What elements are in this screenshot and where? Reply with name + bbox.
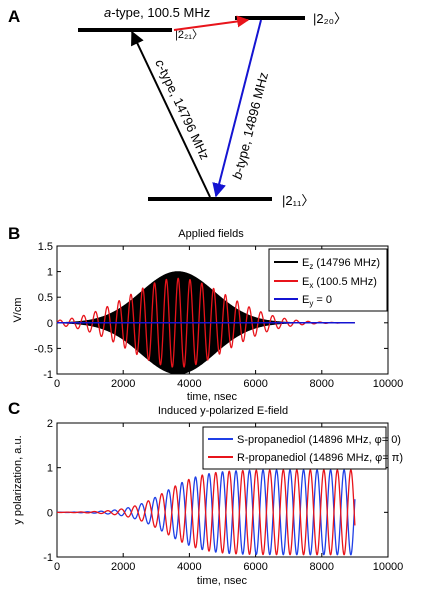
- level-label-upper-left: |2₂₁〉: [175, 28, 203, 41]
- chart-b-legend-item: Ey = 0: [274, 294, 332, 308]
- c-type-arrow: [131, 30, 211, 198]
- chart-c-y-tick-label: 2: [47, 418, 53, 430]
- panel-c: C Induced y-polarized E-field 0 2000 4000 6…: [8, 399, 403, 587]
- chart-b-x-tick-label: 2000: [111, 378, 135, 390]
- chart-c-legend-item: S-propanediol (14896 MHz, φ= 0): [208, 434, 401, 446]
- series-s-propanediol: [56, 469, 356, 556]
- chart-c-x-tick-label: 8000: [310, 561, 334, 573]
- level-label-lower: |2₁₁〉: [282, 193, 314, 208]
- chart-c-legend-item: R-propanediol (14896 MHz, φ= π): [208, 452, 403, 464]
- chart-c-y-tick-label: -1: [43, 552, 53, 564]
- chart-b-legend: Ez (14796 MHz) Ex (100.5 MHz) Ey = 0: [268, 248, 388, 312]
- legend-label-s: S-propanediol (14896 MHz, φ= 0): [237, 434, 401, 446]
- panel-b-label: B: [8, 224, 20, 243]
- chart-c-xlabel: time, nsec: [197, 575, 248, 587]
- chart-b-y-tick-label: -1: [43, 369, 53, 381]
- chart-c-x-tick-label: 4000: [177, 561, 201, 573]
- chart-b-y-tick-label: 0: [47, 318, 53, 330]
- chart-b-x-tick-label: 6000: [243, 378, 267, 390]
- b-type-label: b-type, 14896 MHz: [229, 71, 271, 181]
- chart-c-ylabel: y polarization, a.u.: [12, 435, 24, 524]
- chart-b: 0 2000 4000 6000 8000 10000 -1 -0.5 0 0.5 1 1.5: [34, 241, 403, 390]
- legend-label-ex: Ex (100.5 MHz): [302, 276, 377, 290]
- chart-b-y-tick-label: -0.5: [34, 343, 53, 355]
- series-r-propanediol: [56, 469, 356, 556]
- chart-b-x-tick-label: 10000: [373, 378, 404, 390]
- a-type-arrow: [173, 15, 250, 31]
- chart-c-y-tick-label: 1: [47, 463, 53, 475]
- chart-c-x-tick-label: 6000: [243, 561, 267, 573]
- chart-b-xlabel: time, nsec: [187, 391, 238, 403]
- a-type-label: a-type, 100.5 MHz: [104, 5, 210, 20]
- chart-c-x-tick-label: 0: [54, 561, 60, 573]
- chart-b-y-tick-label: 1.5: [38, 241, 53, 253]
- chart-c-x-tick-label: 2000: [111, 561, 135, 573]
- chart-b-y-tick-label: 1: [47, 267, 53, 279]
- c-type-label: c-type, 14796 MHz: [152, 57, 212, 162]
- chart-c-title: Induced y-polarized E-field: [158, 405, 288, 417]
- chart-b-x-tick-label: 4000: [177, 378, 201, 390]
- chart-c-legend-box: [202, 426, 387, 470]
- b-type-arrow: [212, 19, 262, 198]
- chart-b-axes-frame: [56, 245, 389, 375]
- chart-b-legend-item: Ez (14796 MHz): [274, 257, 380, 271]
- level-label-upper-right: |2₂₀〉: [313, 11, 347, 26]
- panel-c-label: C: [8, 399, 20, 418]
- panel-a: A |2₂₀〉 |2₂₁〉 |2₁₁〉 a-type, 100.5 MHz c-…: [8, 5, 347, 208]
- chart-c-x-tick-label: 10000: [373, 561, 404, 573]
- chart-b-x-tick-label: 8000: [310, 378, 334, 390]
- legend-label-r: R-propanediol (14896 MHz, φ= π): [237, 452, 403, 464]
- chart-b-x-tick-label: 0: [54, 378, 60, 390]
- chart-b-legend-item: Ex (100.5 MHz): [274, 276, 377, 290]
- panel-a-label: A: [8, 7, 20, 26]
- legend-label-ey: Ey = 0: [302, 294, 332, 308]
- chart-c-y-tick-label: 0: [47, 507, 53, 519]
- chart-c-axes-frame: [56, 422, 389, 558]
- chart-b-ylabel: V/cm: [12, 297, 24, 322]
- chart-c-legend: S-propanediol (14896 MHz, φ= 0) R-propan…: [202, 426, 403, 470]
- panel-b: B Applied fields 0 2000 4000 6000 8000 10000 -…: [8, 224, 403, 403]
- chart-b-title: Applied fields: [178, 228, 244, 240]
- legend-label-ez: Ez (14796 MHz): [302, 257, 380, 271]
- chart-b-y-tick-label: 0.5: [38, 292, 53, 304]
